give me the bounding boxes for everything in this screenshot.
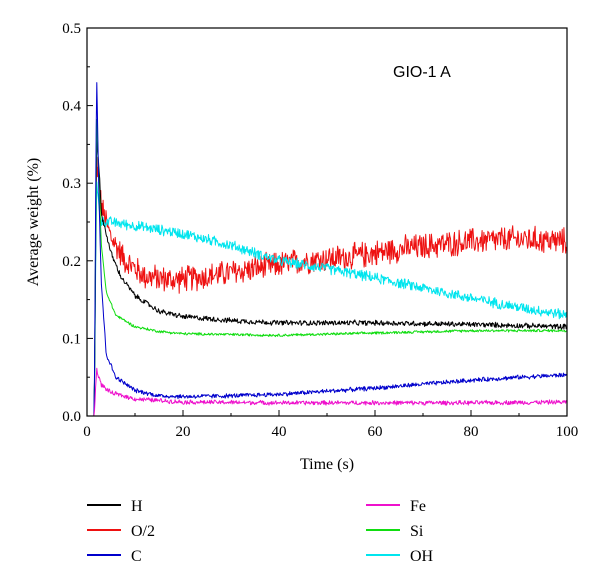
y-tick-label: 0.5 [62,21,81,37]
legend-label: Si [410,523,424,540]
series-line-h [87,139,568,417]
x-tick-label: 100 [556,424,579,440]
x-tick-label: 20 [176,424,191,440]
series-line-fe [87,367,568,417]
y-axis-label: Average weight (%) [25,158,42,287]
x-tick-label: 80 [464,424,479,440]
legend-label: H [131,498,143,515]
y-tick-label: 0.4 [62,99,81,115]
series-line-si [87,119,568,417]
legend-label: OH [410,548,434,565]
y-tick-label: 0.0 [62,409,81,425]
legend-label: C [131,548,142,565]
series-line-c [87,82,568,417]
y-tick-label: 0.1 [62,331,81,347]
series-lines [87,82,568,417]
legend: H O/2 C Fe Si OH [87,498,434,565]
x-tick-label: 40 [272,424,287,440]
x-tick-label: 60 [368,424,383,440]
x-axis: 0 20 40 60 80 100 [83,410,578,440]
series-line-o2 [87,156,568,417]
x-tick-label: 0 [83,424,91,440]
y-axis: 0.0 0.1 0.2 0.3 0.4 0.5 [62,21,93,425]
y-tick-label: 0.2 [62,254,81,270]
series-line-oh [87,181,568,417]
y-tick-label: 0.3 [62,176,81,192]
plot-frame [86,27,568,417]
legend-label: Fe [410,498,426,515]
legend-label: O/2 [131,523,155,540]
chart-annotation: GIO-1 A [393,64,451,81]
x-axis-label: Time (s) [300,456,354,473]
